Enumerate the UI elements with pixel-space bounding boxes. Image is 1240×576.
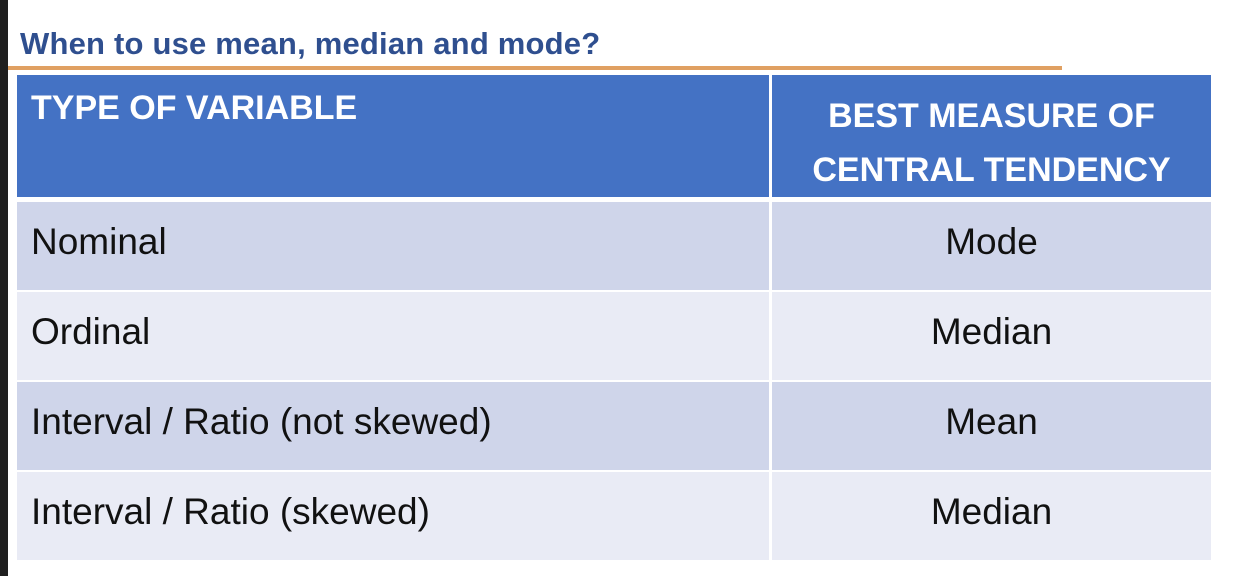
header-best-measure-line1: BEST MEASURE OF <box>828 97 1155 135</box>
table-row: Interval / Ratio (skewed) Median <box>17 472 1211 560</box>
central-tendency-table: TYPE OF VARIABLE BEST MEASURE OF CENTRAL… <box>17 75 1211 560</box>
variable-type-cell: Interval / Ratio (skewed) <box>17 472 772 560</box>
table-row: Nominal Mode <box>17 202 1211 292</box>
table-row: Ordinal Median <box>17 292 1211 382</box>
header-variable-type: TYPE OF VARIABLE <box>17 75 772 202</box>
header-best-measure: BEST MEASURE OF CENTRAL TENDENCY <box>772 75 1211 202</box>
left-edge-bar <box>0 0 8 576</box>
variable-type-cell: Interval / Ratio (not skewed) <box>17 382 772 472</box>
slide-title: When to use mean, median and mode? <box>20 26 601 61</box>
header-best-measure-line2: CENTRAL TENDENCY <box>812 151 1171 189</box>
best-measure-cell: Median <box>772 292 1211 382</box>
table-body: Nominal Mode Ordinal Median Interval / R… <box>17 202 1211 560</box>
table-header: TYPE OF VARIABLE BEST MEASURE OF CENTRAL… <box>17 75 1211 202</box>
variable-type-cell: Ordinal <box>17 292 772 382</box>
best-measure-cell: Mean <box>772 382 1211 472</box>
best-measure-cell: Median <box>772 472 1211 560</box>
header-row: TYPE OF VARIABLE BEST MEASURE OF CENTRAL… <box>17 75 1211 202</box>
table-row: Interval / Ratio (not skewed) Mean <box>17 382 1211 472</box>
best-measure-cell: Mode <box>772 202 1211 292</box>
variable-type-cell: Nominal <box>17 202 772 292</box>
title-underline <box>8 66 1062 70</box>
